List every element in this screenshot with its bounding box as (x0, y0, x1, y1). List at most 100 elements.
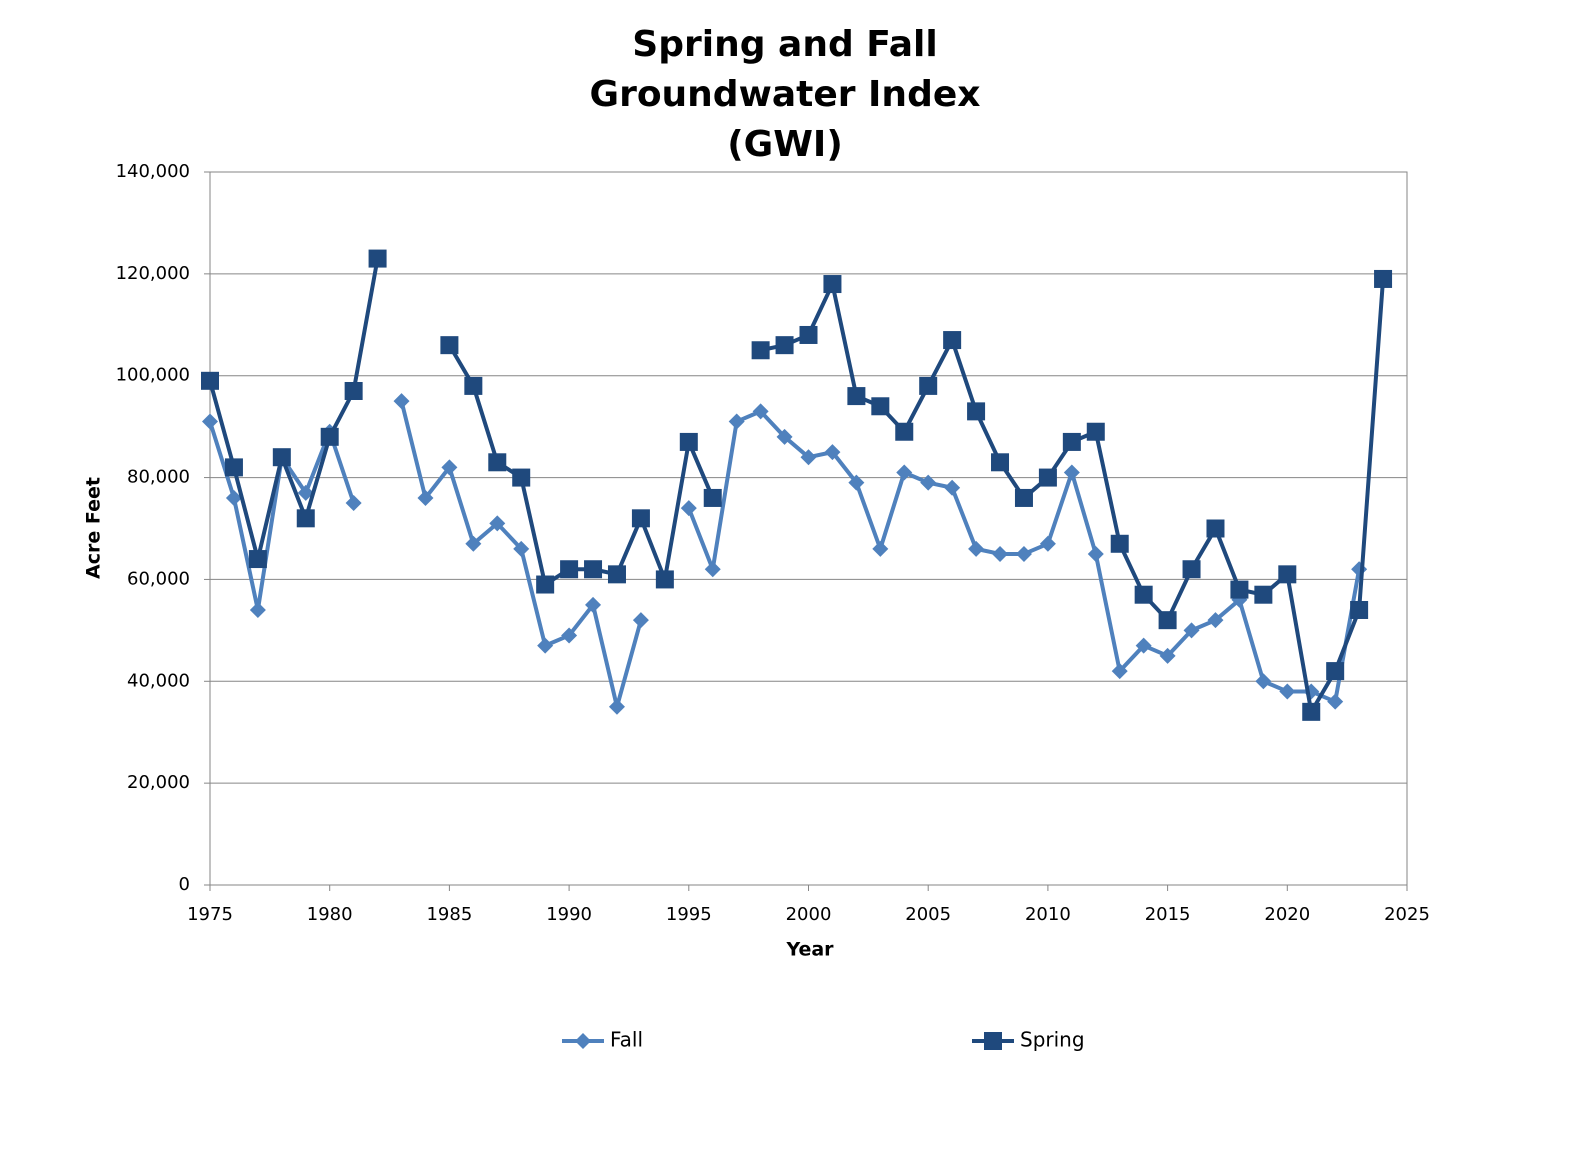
data-point (991, 453, 1010, 472)
data-point (202, 413, 218, 430)
data-point (1279, 683, 1296, 700)
x-tick-label: 2025 (1384, 904, 1430, 925)
x-tick-label: 1985 (426, 904, 472, 925)
data-point (249, 601, 266, 618)
data-point (1062, 432, 1081, 451)
data-point (1158, 611, 1177, 630)
data-point (345, 495, 362, 512)
data-point (776, 428, 793, 445)
data-point (1015, 545, 1032, 562)
data-point (871, 397, 890, 416)
x-tick-label: 1980 (307, 904, 353, 925)
data-point (488, 453, 507, 472)
legend-marker (984, 1032, 1002, 1050)
y-tick-label: 60,000 (127, 568, 190, 589)
data-point (536, 575, 555, 594)
data-point (1254, 585, 1273, 604)
x-tick-label: 2005 (905, 904, 951, 925)
data-point (1278, 565, 1297, 584)
data-point (704, 561, 721, 578)
data-point (561, 627, 578, 644)
data-point (1255, 673, 1272, 690)
chart-title: (GWI) (727, 124, 843, 165)
data-point (680, 500, 697, 517)
x-tick-label: 2010 (1025, 904, 1071, 925)
data-point (225, 489, 242, 506)
data-point (464, 376, 483, 395)
data-point (872, 540, 889, 557)
data-point (1326, 662, 1345, 681)
legend-marker (575, 1033, 591, 1049)
data-point (896, 464, 913, 481)
data-point (201, 371, 219, 390)
data-point (1039, 535, 1056, 552)
data-point (489, 515, 506, 532)
data-point (393, 393, 410, 410)
data-point (1087, 545, 1104, 562)
data-point (728, 413, 745, 430)
data-point (752, 403, 769, 420)
data-point (848, 474, 865, 491)
data-point (1014, 488, 1033, 507)
data-point (417, 489, 434, 506)
data-point (1086, 422, 1105, 441)
data-point (584, 560, 603, 579)
data-point (1302, 702, 1321, 721)
chart-title: Spring and Fall (632, 24, 937, 65)
data-point (919, 376, 938, 395)
data-point (1206, 519, 1225, 538)
x-tick-label: 1995 (666, 904, 712, 925)
y-axis-title: Acre Feet (83, 477, 105, 579)
data-point (751, 341, 770, 360)
data-point (440, 336, 459, 355)
data-point (1063, 464, 1080, 481)
data-point (920, 474, 937, 491)
data-point (1134, 585, 1153, 604)
data-point (1135, 637, 1152, 654)
data-point (272, 448, 291, 467)
data-point (968, 540, 985, 557)
data-point (248, 550, 267, 569)
data-point (943, 331, 962, 350)
data-point (1182, 560, 1201, 579)
data-point (1327, 693, 1344, 710)
data-point (631, 509, 650, 528)
data-point (1183, 622, 1200, 639)
data-point (799, 325, 818, 344)
data-point (967, 402, 986, 421)
data-point (824, 444, 841, 461)
data-point (344, 381, 363, 400)
data-point (1111, 663, 1128, 680)
data-point (775, 336, 794, 355)
data-point (560, 560, 579, 579)
data-point (608, 698, 625, 715)
data-point (847, 387, 866, 406)
data-point (1038, 468, 1057, 487)
y-tick-label: 120,000 (116, 263, 190, 284)
data-point (1207, 612, 1224, 629)
data-point (1110, 534, 1129, 553)
data-point (1159, 647, 1176, 664)
data-point (513, 540, 530, 557)
data-point (632, 612, 649, 629)
x-tick-label: 2000 (786, 904, 832, 925)
x-axis-title: Year (785, 939, 834, 961)
x-tick-label: 2015 (1145, 904, 1191, 925)
y-tick-label: 0 (179, 874, 190, 895)
data-point (297, 484, 314, 501)
data-point (703, 488, 722, 507)
data-point (607, 565, 626, 584)
data-point (1350, 600, 1369, 619)
data-point (800, 449, 817, 466)
data-point (992, 545, 1009, 562)
data-point (224, 458, 243, 477)
data-point (944, 479, 961, 496)
y-tick-label: 40,000 (127, 670, 190, 691)
y-tick-label: 140,000 (116, 161, 190, 182)
data-point (895, 422, 914, 441)
chart-title: Groundwater Index (590, 74, 981, 115)
y-tick-label: 20,000 (127, 772, 190, 793)
x-tick-label: 1990 (546, 904, 592, 925)
